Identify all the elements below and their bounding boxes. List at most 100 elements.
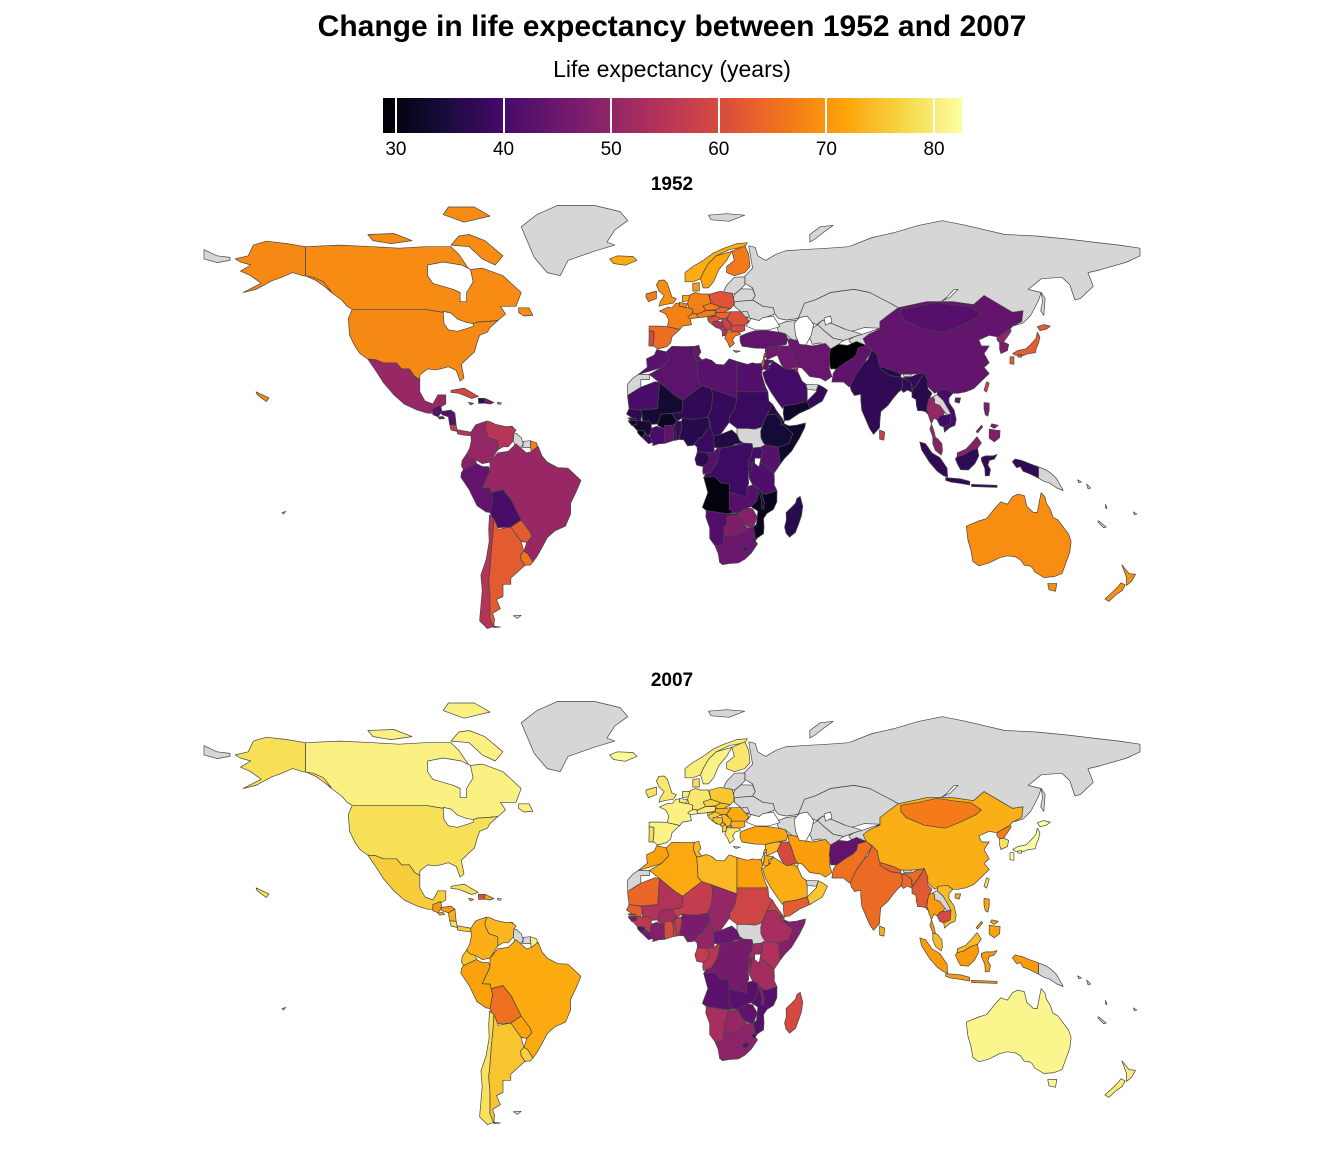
- country-tunisia: [692, 841, 703, 858]
- country-solomon-islands: [1077, 479, 1082, 484]
- country-iceland: [609, 751, 638, 762]
- country-poland: [708, 786, 735, 806]
- country-israel: [760, 853, 765, 866]
- legend-tick-mark: [502, 98, 505, 133]
- legend-tick-mark: [825, 98, 828, 133]
- lake-caspian-sea: [793, 811, 815, 842]
- country-french-polynesia: [281, 511, 287, 515]
- country-greece: [724, 827, 741, 844]
- country-united-states: [234, 240, 332, 293]
- lake-lake-baikal: [940, 785, 959, 799]
- country-myanmar: [911, 868, 933, 912]
- country-australia: [1047, 583, 1058, 592]
- country-solomon-islands: [1086, 979, 1091, 985]
- country-gambia: [627, 417, 637, 420]
- country-turkey: [739, 330, 789, 349]
- country-jamaica: [468, 897, 474, 902]
- country-solomon-islands: [1077, 975, 1082, 980]
- country-united-kingdom: [656, 279, 677, 307]
- country-costa-rica: [449, 424, 458, 432]
- country-sri-lanka: [879, 429, 886, 441]
- country-cote-d-ivoire: [649, 921, 666, 942]
- country-australia: [1047, 1079, 1058, 1088]
- legend-tick-label: 50: [600, 139, 622, 160]
- country-burundi: [747, 961, 753, 968]
- country-vietnam: [936, 388, 957, 433]
- country-austria: [696, 310, 717, 318]
- country-greece: [732, 846, 741, 849]
- country-guinea: [631, 915, 653, 933]
- country-novaya-zemlya: [809, 720, 834, 739]
- country-puerto-rico: [496, 898, 502, 901]
- country-indonesia: [919, 441, 948, 478]
- country-china: [862, 791, 1024, 890]
- country-dominican-republic: [484, 397, 495, 405]
- lake-lake-victoria: [754, 953, 762, 964]
- country-papua-new-guinea: [1038, 962, 1064, 987]
- country-ghana: [663, 921, 674, 940]
- country-chukotka-west: [203, 745, 231, 759]
- legend-colorbar: [383, 98, 962, 133]
- country-fiji: [1133, 1007, 1138, 1011]
- country-guinea: [631, 419, 653, 437]
- country-portugal: [648, 826, 655, 843]
- country-mexico: [367, 854, 447, 910]
- country-solomon-islands: [1086, 483, 1091, 489]
- country-central-african-republic: [713, 429, 744, 449]
- country-egypt: [736, 857, 769, 889]
- country-novaya-zemlya: [809, 224, 834, 243]
- country-japan: [1009, 852, 1015, 861]
- chart-title: Change in life expectancy between 1952 a…: [317, 10, 1027, 43]
- legend-tick-mark: [610, 98, 613, 133]
- country-panama: [457, 925, 472, 933]
- country-burundi: [747, 465, 753, 472]
- country-somalia: [778, 918, 806, 961]
- country-poland: [708, 290, 735, 310]
- country-malawi: [757, 983, 765, 1006]
- country-sri-lanka: [879, 925, 886, 937]
- country-haiti: [477, 893, 486, 900]
- country-vanuatu: [1104, 999, 1108, 1006]
- country-canada: [518, 803, 534, 813]
- country-ireland: [645, 290, 657, 303]
- country-sakhalin: [1040, 788, 1046, 812]
- legend-tick-mark: [933, 98, 936, 133]
- country-japan: [1017, 850, 1023, 854]
- legend-tick-label: 70: [815, 139, 837, 160]
- lake-aral-sea: [823, 811, 833, 822]
- country-swaziland: [751, 1033, 757, 1039]
- country-yemen: [782, 400, 811, 421]
- country-bulgaria: [730, 820, 746, 829]
- country-finland: [726, 741, 751, 773]
- country-mexico: [367, 358, 447, 414]
- country-iceland: [609, 255, 638, 266]
- country-romania: [726, 311, 750, 326]
- country-indonesia: [981, 950, 998, 973]
- country-greece: [724, 331, 741, 348]
- country-chukotka-west: [203, 249, 231, 263]
- country-greece: [732, 350, 741, 353]
- country-korea-rep: [999, 341, 1010, 354]
- country-jamaica: [468, 401, 474, 406]
- country-ghana: [663, 425, 674, 444]
- country-romania: [726, 807, 750, 822]
- country-suriname: [522, 440, 532, 448]
- country-el-salvador: [437, 912, 445, 916]
- country-guatemala: [432, 901, 443, 914]
- country-indonesia: [1011, 954, 1039, 975]
- country-australia: [965, 988, 1072, 1074]
- country-russia: [744, 220, 1141, 327]
- country-denmark: [692, 778, 700, 788]
- country-madagascar: [784, 495, 804, 538]
- country-canada: [450, 730, 504, 762]
- country-dominican-republic: [484, 893, 495, 901]
- legend-tick-label: 30: [385, 139, 407, 160]
- country-indonesia: [955, 447, 980, 471]
- lake-lake-victoria: [754, 457, 762, 468]
- country-south-africa: [714, 1023, 758, 1062]
- country-rwanda: [747, 958, 753, 963]
- country-new-zealand: [1121, 564, 1136, 586]
- country-tunisia: [692, 345, 703, 362]
- country-indonesia: [945, 477, 971, 486]
- lake-hudson-bay: [427, 261, 474, 303]
